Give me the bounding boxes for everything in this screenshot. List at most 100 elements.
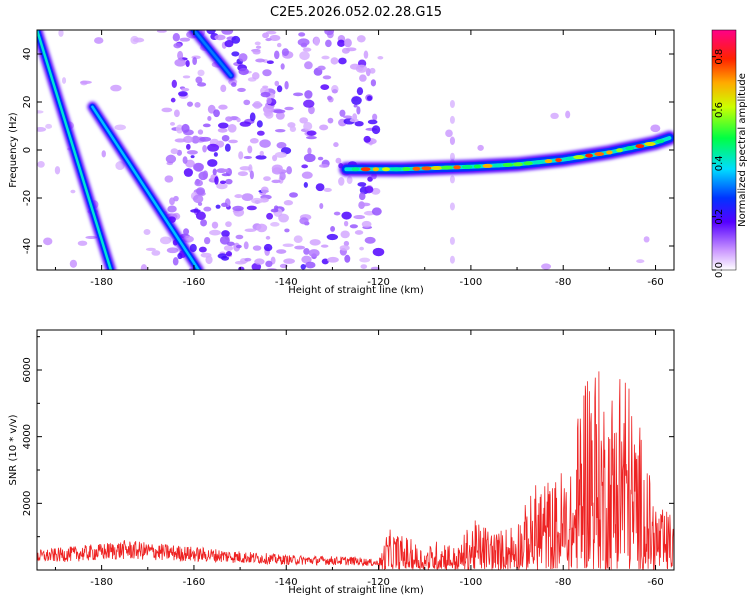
spectrogram-noise-blob: [449, 136, 455, 145]
spectrogram-noise-blob: [194, 179, 204, 187]
spectrogram-noise-blob: [238, 151, 244, 160]
spectrogram-noise-blob: [262, 32, 269, 39]
colorbar-tick-label: 0.2: [714, 209, 725, 225]
spectrogram-hotspot: [482, 163, 493, 168]
spectrogram-noise-blob: [220, 84, 227, 93]
spectrogram-noise-blob: [363, 135, 371, 143]
spectrogram-noise-blob: [343, 38, 352, 48]
spectrogram-noise-blob: [359, 74, 367, 82]
spectrogram-noise-blob: [303, 181, 308, 188]
spectrogram-noise-blob: [255, 58, 266, 63]
spectrogram-noise-blob: [195, 76, 203, 84]
spectrogram-noise-blob: [354, 121, 364, 127]
colorbar-tick-label: 0.8: [714, 49, 725, 65]
spectrogram-noise-blob: [308, 249, 320, 258]
spectrogram-noise-blob: [550, 112, 559, 120]
spectrogram-noise-blob: [317, 65, 326, 71]
spectrogram-noise-blob: [77, 240, 88, 246]
spectrogram-noise-blob: [232, 205, 244, 212]
spectrogram-noise-blob: [284, 106, 294, 111]
spectrogram-noise-blob: [356, 106, 361, 115]
spectrogram-noise-blob: [101, 150, 106, 158]
spectrogram-noise-blob: [256, 130, 265, 136]
spectrogram-noise-blob: [238, 266, 245, 270]
spectrogram-noise-blob: [197, 69, 205, 77]
spectrogram-noise-blob: [359, 257, 371, 263]
spectrogram-hotspot: [532, 160, 544, 165]
spectrogram-noise-blob: [477, 144, 484, 151]
spectrogram-noise-blob: [243, 155, 252, 159]
spectrogram-noise-blob: [449, 175, 455, 184]
spectrogram-noise-blob: [198, 246, 207, 253]
spectrogram-plot-area: [37, 30, 674, 270]
spectrogram-noise-blob: [343, 115, 353, 119]
spectrogram-noise-blob: [289, 192, 298, 198]
spectrogram-noise-blob: [207, 143, 220, 152]
spectrogram-noise-blob: [303, 99, 315, 108]
snr-y-label: SNR (10 * v/v): [8, 414, 19, 485]
spectrogram-noise-blob: [327, 117, 334, 124]
spectrogram-noise-blob: [364, 185, 374, 194]
spectrogram-noise-blob: [239, 166, 251, 171]
spectrogram-noise-blob: [303, 153, 316, 163]
spectrogram-noise-blob: [306, 130, 317, 136]
spectrogram-noise-blob: [341, 47, 350, 54]
spectrogram-noise-blob: [202, 123, 211, 128]
spectrogram-x-tick-label: -120: [367, 277, 390, 288]
spectrogram-noise-blob: [225, 116, 233, 122]
spectrogram-noise-blob: [214, 176, 219, 185]
spectrogram-noise-blob: [238, 67, 249, 76]
spectrogram-noise-blob: [309, 239, 321, 246]
spectrogram-noise-blob: [251, 72, 260, 80]
spectrogram-noise-blob: [254, 41, 261, 46]
spectrogram-noise-blob: [339, 245, 350, 251]
spectrogram-hotspot: [430, 165, 443, 170]
spectrogram-noise-blob: [181, 123, 190, 133]
spectrogram-noise-blob: [203, 236, 211, 245]
spectrogram-noise-blob: [114, 124, 127, 131]
spectrogram-noise-blob: [273, 109, 286, 114]
colorbar-frame: [711, 29, 737, 271]
spectrogram-noise-blob: [145, 247, 156, 252]
spectrogram-noise-blob: [294, 245, 306, 250]
spectrogram-noise-blob: [367, 119, 378, 125]
spectrogram-hotspot: [493, 163, 503, 168]
spectrogram-noise-blob: [215, 204, 221, 209]
spectrogram-noise-blob: [317, 156, 324, 161]
spectrogram-noise-blob: [300, 264, 306, 270]
spectrogram-noise-blob: [304, 90, 313, 99]
spectrogram-noise-blob: [177, 252, 183, 260]
spectrogram-noise-blob: [175, 124, 184, 134]
spectrogram-hotspot: [594, 151, 605, 156]
spectrogram-noise-blob: [286, 166, 292, 175]
spectrogram-hotspot: [351, 167, 360, 172]
spectrogram-noise-blob: [174, 138, 186, 143]
spectrogram-hotspot: [565, 156, 573, 161]
spectrogram-noise-blob: [282, 243, 294, 247]
spectrogram-noise-blob: [69, 259, 78, 268]
spectrogram-x-tick-label: -100: [460, 277, 483, 288]
spectrogram-noise-blob: [227, 123, 237, 133]
spectrogram-noise-blob: [194, 102, 201, 108]
spectrogram-x-tick-label: -80: [555, 277, 571, 288]
spectrogram-noise-blob: [330, 57, 339, 65]
spectrogram-features: [37, 30, 674, 270]
spectrogram-noise-blob: [367, 176, 373, 182]
snr-x-tick-label: -120: [367, 577, 390, 588]
spectrogram-noise-blob: [249, 138, 259, 144]
spectrogram-noise-blob: [140, 264, 148, 270]
spectrogram-noise-blob: [273, 205, 279, 211]
spectrogram-noise-blob: [195, 211, 206, 220]
spectrogram-noise-blob: [190, 209, 201, 213]
snr-x-tick-label: -100: [460, 577, 483, 588]
colorbar-ticks: 0.00.20.40.60.8: [711, 29, 737, 278]
spectrogram-noise-blob: [37, 110, 44, 114]
spectrogram-noise-blob: [315, 183, 325, 192]
spectrogram-noise-blob: [165, 154, 177, 164]
spectrogram-noise-blob: [283, 258, 295, 264]
spectrogram-noise-blob: [43, 237, 53, 246]
spectrogram-noise-blob: [61, 77, 67, 84]
spectrogram-noise-blob: [357, 182, 367, 187]
spectrogram-x-tick-label: -160: [183, 277, 206, 288]
spectrogram-noise-blob: [178, 91, 188, 97]
